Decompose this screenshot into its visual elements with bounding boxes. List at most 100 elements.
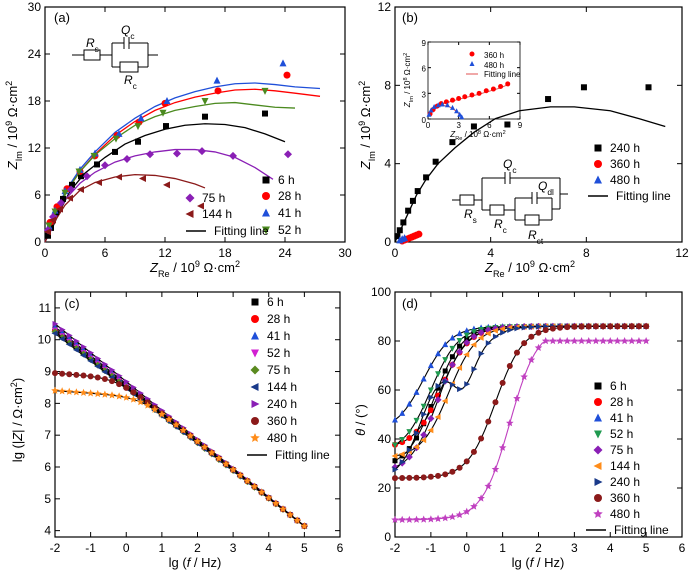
data-point-480h — [520, 372, 528, 381]
data-point-360h — [635, 323, 642, 330]
plot-frame — [54, 291, 341, 538]
data-point-52h — [420, 403, 427, 410]
panel-b: 0 4 8 12 0 4 8 12 (b) ZRe / 109 Ω·cm2 ZIm / 109 Ω·… — [357, 0, 689, 279]
data-point-360h — [137, 394, 144, 401]
data-point-144h — [95, 178, 102, 186]
data-point-480h — [549, 337, 557, 345]
data-point-41h — [463, 327, 470, 334]
data-point-6h — [163, 123, 169, 130]
data-point-144h — [391, 452, 398, 459]
inset-point-480h — [457, 111, 463, 117]
data-point-480h — [398, 515, 406, 524]
x-tick-label: -1 — [85, 541, 96, 555]
data-point-28h — [283, 71, 291, 79]
data-point-240h — [406, 446, 413, 453]
data-point-480h — [179, 426, 188, 434]
data-point-480h — [115, 392, 123, 400]
data-point-240h — [88, 349, 95, 356]
data-point-41h — [392, 416, 398, 423]
data-point-240h — [400, 219, 407, 226]
data-point-360h — [585, 323, 592, 330]
data-point-6h — [112, 148, 118, 155]
data-point-41h — [399, 409, 406, 416]
inset-point-480h — [426, 111, 432, 117]
data-point-480h — [257, 488, 266, 496]
data-point-52h — [427, 387, 434, 394]
legend-label: 75 h — [267, 363, 290, 377]
legend-marker — [250, 433, 260, 443]
x-tick-label: 6 — [337, 541, 344, 555]
data-point-480h — [122, 393, 131, 401]
data-point-75h — [470, 332, 478, 340]
data-point-480h — [455, 510, 464, 519]
y-tick-label: 80 — [378, 334, 392, 348]
data-point-41h — [456, 330, 463, 337]
data-point-480h — [150, 405, 159, 413]
resistor-rc — [119, 61, 139, 73]
data-point-240h — [123, 378, 130, 385]
panel-label: (b) — [402, 10, 418, 25]
x-tick-label: -2 — [390, 541, 401, 555]
resistor-rct — [524, 214, 540, 226]
x-tick-label: 9 — [518, 121, 523, 130]
data-point-480h — [477, 494, 485, 502]
data-point-75h — [173, 149, 181, 158]
data-point-75h — [83, 172, 91, 181]
y-tick-label: 9 — [422, 39, 427, 48]
circuit-label-qc: Qc — [503, 157, 517, 175]
data-point-360h — [528, 333, 535, 340]
data-point-240h — [504, 121, 511, 128]
y-tick-label: 60 — [378, 383, 392, 397]
data-point-360h — [116, 381, 123, 388]
inset-x-title: ZRe / 108 Ω·cm2 — [449, 130, 505, 142]
x-tick-label: 5 — [301, 541, 308, 555]
y-tick-label: 4 — [384, 157, 391, 171]
x-tick-label: 6 — [102, 246, 109, 260]
legend-marker — [250, 365, 260, 375]
legend-label: 28 h — [267, 312, 290, 326]
data-point-480h — [642, 337, 650, 345]
x-tick-label: 4 — [487, 246, 494, 260]
data-point-480h — [158, 410, 166, 418]
data-point-6h — [414, 435, 420, 441]
data-point-144h — [463, 351, 470, 358]
data-point-360h — [485, 418, 492, 425]
data-point-240h — [464, 381, 471, 388]
y-tick-label: 20 — [378, 481, 392, 495]
data-point-52h — [399, 437, 406, 444]
data-point-6h — [202, 113, 208, 120]
legend-label: 75 h — [610, 443, 633, 457]
data-point-360h — [52, 370, 58, 377]
legend-label: 28 h — [610, 395, 633, 409]
data-point-28h — [406, 435, 413, 442]
inset-point-360h — [476, 90, 482, 96]
data-point-480h — [136, 398, 145, 406]
data-point-480h — [462, 507, 471, 515]
data-point-41h — [413, 388, 420, 395]
legend-label: 480 h — [267, 431, 297, 445]
data-point-240h — [500, 329, 507, 336]
data-point-6h — [135, 138, 141, 145]
data-point-480h — [405, 515, 414, 523]
data-point-6h — [45, 232, 51, 239]
legend-marker — [594, 175, 602, 184]
data-point-41h — [163, 97, 171, 104]
data-point-480h — [527, 355, 536, 364]
data-point-52h — [449, 345, 456, 352]
data-point-360h — [94, 374, 101, 381]
data-point-240h — [414, 188, 421, 195]
data-point-240h — [109, 367, 116, 374]
inset-point-360h — [462, 94, 468, 100]
data-point-480h — [286, 510, 294, 518]
data-point-144h — [398, 451, 405, 458]
data-point-480h — [534, 343, 543, 352]
data-point-480h — [186, 431, 195, 440]
legend-label: 240 h — [610, 475, 640, 489]
data-point-360h — [87, 373, 94, 380]
legend-label: Fitting line — [275, 448, 330, 462]
data-point-360h — [506, 362, 513, 369]
data-point-240h — [421, 411, 428, 418]
data-point-240h — [478, 350, 485, 357]
legend: 240 h 360 h 480 h Fitting line — [588, 141, 671, 203]
y-tick-label: 40 — [378, 432, 392, 446]
